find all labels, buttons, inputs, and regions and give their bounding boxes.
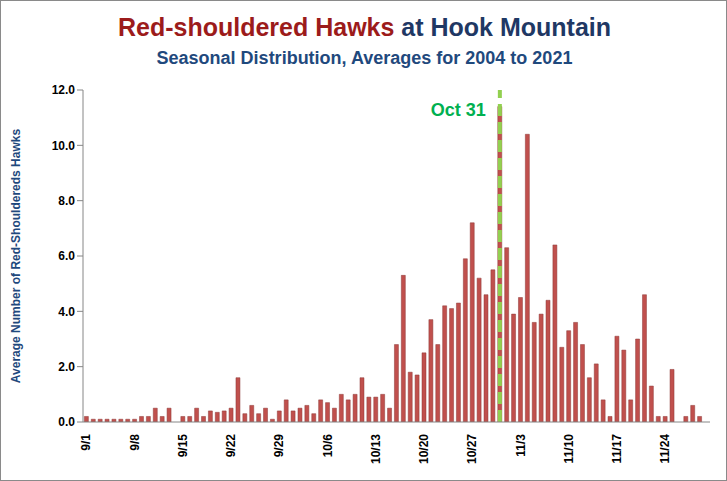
svg-text:6.0: 6.0: [58, 249, 75, 263]
svg-text:0.0: 0.0: [58, 415, 75, 429]
svg-text:10.0: 10.0: [52, 139, 76, 153]
svg-text:12.0: 12.0: [52, 83, 76, 97]
svg-text:8.0: 8.0: [58, 194, 75, 208]
svg-text:10/27: 10/27: [465, 434, 479, 464]
svg-text:9/29: 9/29: [272, 434, 286, 458]
svg-text:11/24: 11/24: [658, 434, 672, 464]
svg-text:10/13: 10/13: [369, 434, 383, 464]
svg-text:Average Number of Red-Shoulder: Average Number of Red-Shouldereds Hawks: [9, 129, 23, 384]
svg-text:11/10: 11/10: [562, 434, 576, 464]
svg-text:9/1: 9/1: [79, 434, 93, 451]
svg-text:11/3: 11/3: [514, 434, 528, 457]
svg-text:Oct 31: Oct 31: [431, 100, 486, 120]
svg-text:11/17: 11/17: [610, 434, 624, 464]
html-text:Red-shouldered Hawks at Hook M: Red-shouldered Hawks at Hook Mountain: [117, 13, 612, 41]
svg-text:9/15: 9/15: [176, 434, 190, 458]
svg-text:10/20: 10/20: [417, 434, 431, 464]
svg-text:2.0: 2.0: [58, 360, 75, 374]
svg-text:4.0: 4.0: [58, 305, 75, 319]
svg-text:9/22: 9/22: [224, 434, 238, 458]
svg-text:9/8: 9/8: [128, 434, 142, 451]
svg-text:10/6: 10/6: [321, 434, 335, 458]
html-text:Seasonal Distribution, Average: Seasonal Distribution, Averages for 2004…: [156, 48, 573, 68]
